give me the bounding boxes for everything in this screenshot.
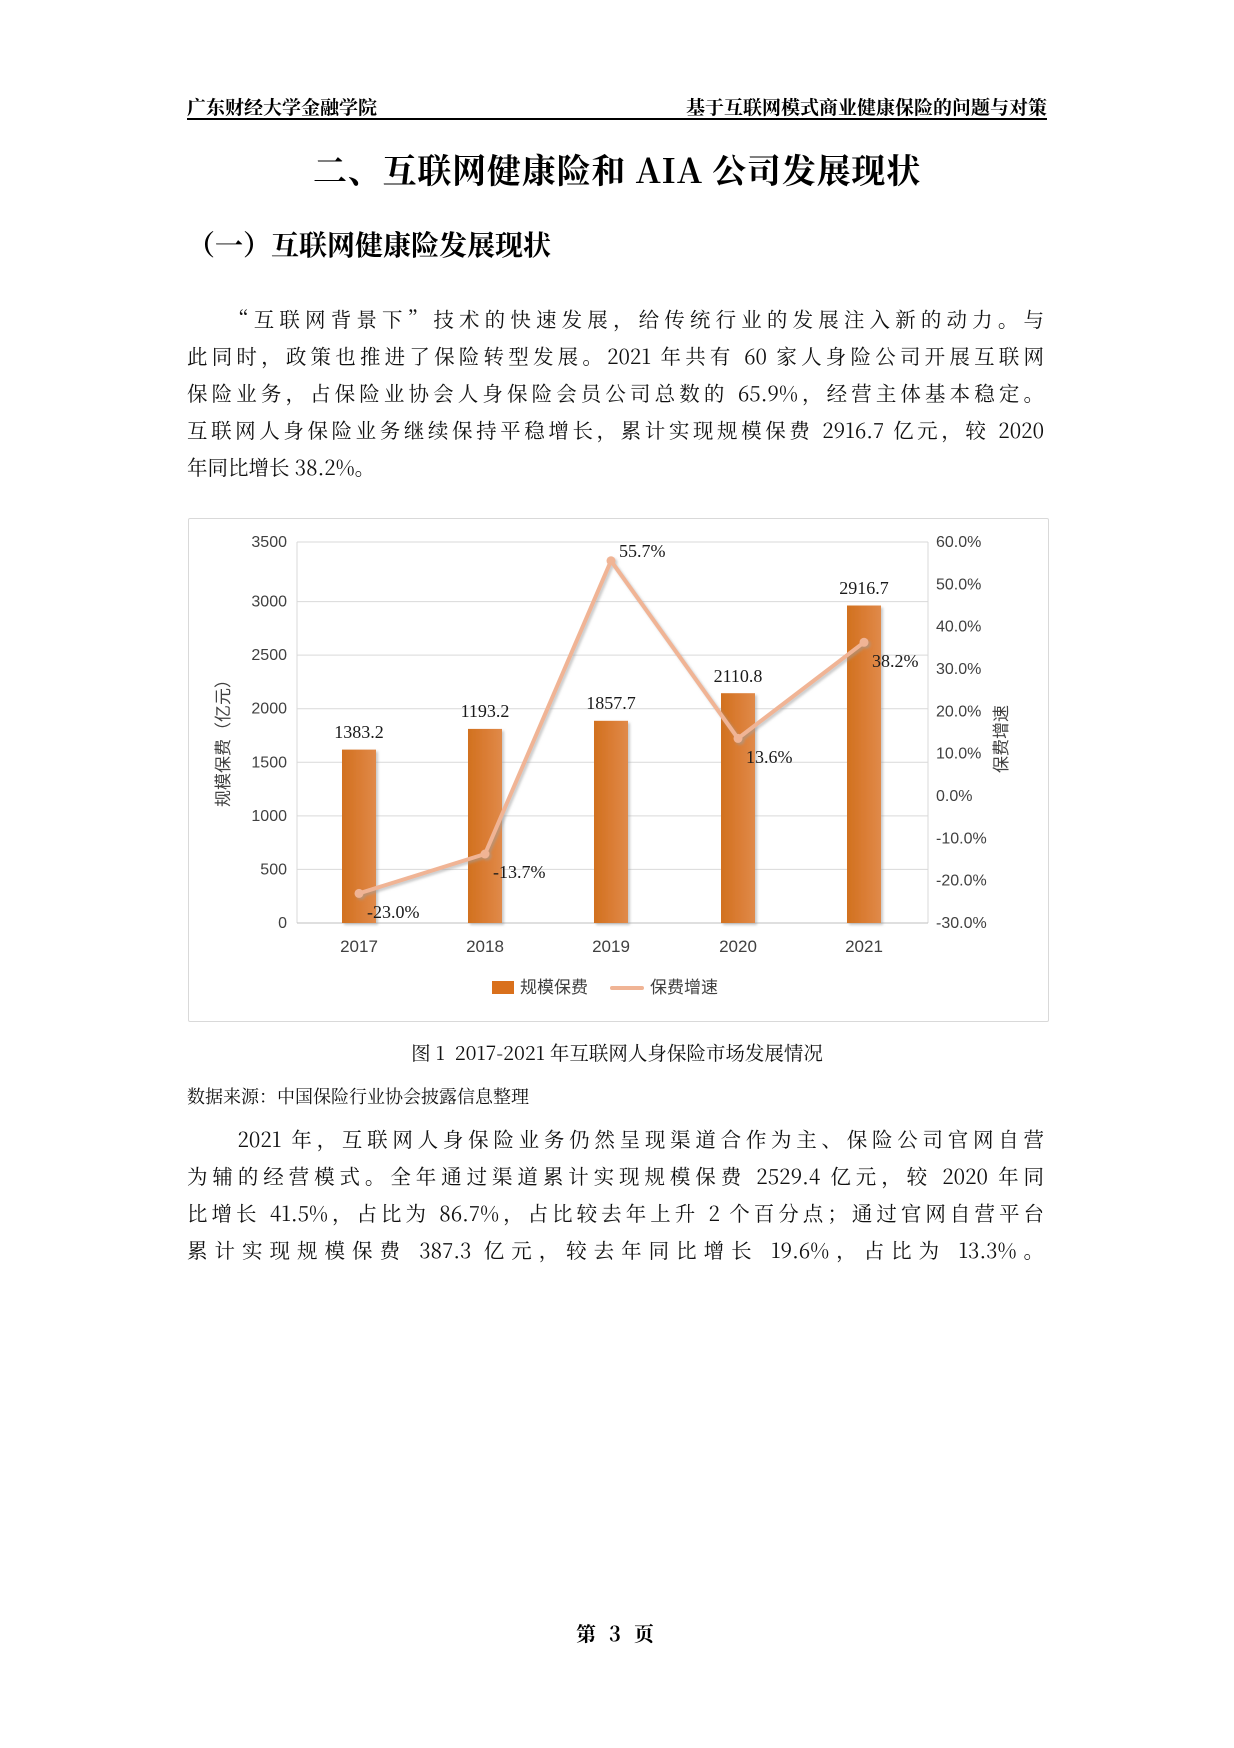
svg-text:60.0%: 60.0% bbox=[936, 534, 981, 551]
svg-text:3500: 3500 bbox=[251, 534, 287, 551]
svg-text:1857.7: 1857.7 bbox=[586, 693, 636, 713]
svg-text:保费增速: 保费增速 bbox=[987, 705, 1012, 773]
svg-text:-10.0%: -10.0% bbox=[936, 830, 987, 847]
svg-text:13.6%: 13.6% bbox=[746, 747, 793, 767]
svg-text:1193.2: 1193.2 bbox=[461, 701, 510, 721]
svg-text:2017: 2017 bbox=[340, 937, 378, 956]
svg-text:2019: 2019 bbox=[592, 937, 630, 956]
svg-text:保费增速: 保费增速 bbox=[650, 973, 718, 998]
svg-text:-23.0%: -23.0% bbox=[367, 902, 420, 922]
svg-text:1000: 1000 bbox=[251, 808, 287, 825]
svg-text:-30.0%: -30.0% bbox=[936, 915, 987, 932]
svg-text:20.0%: 20.0% bbox=[936, 703, 981, 720]
svg-text:10.0%: 10.0% bbox=[936, 746, 981, 763]
svg-text:1500: 1500 bbox=[251, 754, 287, 771]
svg-text:2916.7: 2916.7 bbox=[839, 578, 889, 598]
svg-text:0: 0 bbox=[278, 915, 287, 932]
svg-text:规模保费（亿元）: 规模保费（亿元） bbox=[209, 671, 234, 807]
svg-text:规模保费: 规模保费 bbox=[520, 973, 588, 998]
svg-text:2110.8: 2110.8 bbox=[714, 666, 763, 686]
svg-text:30.0%: 30.0% bbox=[936, 661, 981, 678]
svg-text:2000: 2000 bbox=[251, 701, 287, 718]
svg-text:40.0%: 40.0% bbox=[936, 619, 981, 636]
svg-text:2018: 2018 bbox=[466, 937, 504, 956]
svg-text:55.7%: 55.7% bbox=[619, 541, 666, 561]
svg-text:1383.2: 1383.2 bbox=[334, 722, 384, 742]
svg-text:50.0%: 50.0% bbox=[936, 576, 981, 593]
svg-text:-20.0%: -20.0% bbox=[936, 873, 987, 890]
svg-text:38.2%: 38.2% bbox=[872, 651, 919, 671]
svg-text:2020: 2020 bbox=[719, 937, 757, 956]
svg-text:3000: 3000 bbox=[251, 594, 287, 611]
svg-text:-13.7%: -13.7% bbox=[493, 862, 546, 882]
svg-text:2500: 2500 bbox=[251, 647, 287, 664]
svg-text:0.0%: 0.0% bbox=[936, 788, 972, 805]
svg-text:500: 500 bbox=[260, 861, 287, 878]
svg-text:2021: 2021 bbox=[845, 937, 883, 956]
